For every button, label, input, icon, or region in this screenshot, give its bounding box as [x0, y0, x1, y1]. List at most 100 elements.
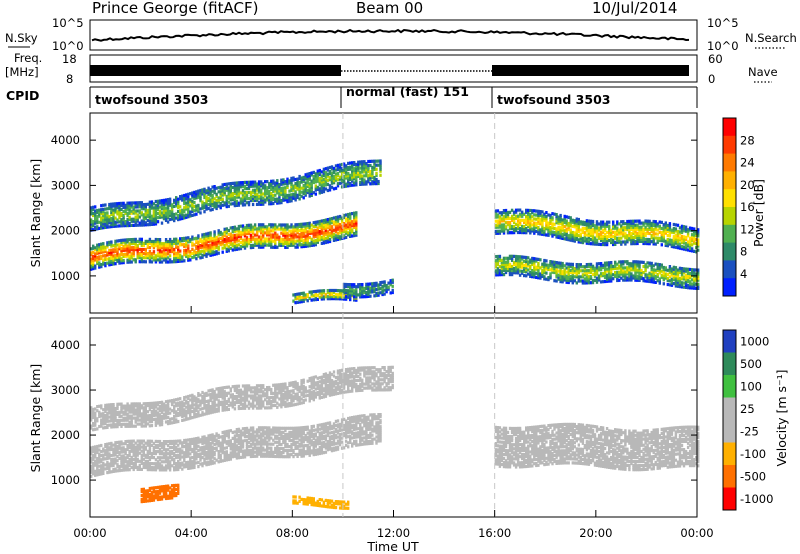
data-cell	[498, 219, 502, 223]
data-cell	[243, 232, 247, 236]
data-cell	[156, 466, 160, 470]
data-cell	[614, 230, 617, 234]
data-cell	[340, 162, 344, 167]
data-cell	[308, 229, 311, 234]
data-cell	[164, 456, 168, 460]
data-cell	[525, 257, 528, 262]
data-cell	[614, 240, 617, 244]
data-cell	[695, 276, 698, 280]
data-cell	[179, 197, 182, 201]
data-cell	[365, 164, 368, 168]
data-cell	[302, 228, 305, 232]
y-tick-label: 4000	[51, 133, 80, 147]
data-cell	[211, 197, 214, 201]
data-cell	[626, 276, 629, 280]
data-cell	[541, 220, 544, 224]
data-cell	[535, 221, 538, 225]
data-cell	[587, 227, 591, 231]
data-cell	[512, 224, 516, 229]
data-cell	[162, 460, 166, 464]
data-cell	[239, 201, 243, 205]
data-cell	[518, 273, 522, 277]
data-cell	[209, 247, 212, 251]
data-cell	[114, 239, 117, 243]
data-cell	[626, 234, 629, 238]
data-cell	[555, 233, 558, 237]
data-cell	[330, 227, 334, 231]
data-cell	[108, 261, 111, 265]
data-cell	[614, 270, 617, 275]
data-cell	[349, 214, 352, 218]
data-cell	[583, 271, 587, 275]
data-cell	[221, 185, 224, 189]
data-cell	[638, 219, 641, 223]
data-cell	[134, 455, 137, 459]
data-cell	[108, 456, 111, 460]
data-cell	[193, 255, 196, 259]
data-cell	[585, 281, 589, 285]
data-cell	[359, 293, 362, 297]
data-cell	[351, 291, 354, 295]
data-cell	[179, 239, 182, 243]
data-cell	[318, 187, 321, 191]
data-cell	[344, 227, 348, 231]
data-cell	[695, 233, 698, 238]
data-cell	[537, 228, 540, 232]
data-cell	[695, 246, 698, 250]
data-cell	[347, 231, 350, 235]
data-cell	[193, 243, 196, 247]
data-cell	[575, 231, 578, 235]
data-cell	[308, 172, 311, 176]
data-cell	[146, 441, 150, 445]
data-cell	[128, 453, 131, 458]
data-cell	[336, 172, 340, 176]
data-cell	[318, 291, 321, 295]
data-cell	[257, 237, 261, 241]
data-cell	[666, 244, 669, 248]
data-cell	[239, 240, 243, 245]
data-cell	[173, 458, 176, 462]
data-cell	[231, 226, 234, 230]
data-cell	[290, 199, 293, 203]
data-cell	[197, 205, 200, 209]
data-cell	[595, 240, 599, 244]
data-cell	[104, 457, 107, 461]
data-cell	[585, 225, 589, 229]
data-cell	[223, 244, 226, 248]
data-cell	[272, 239, 275, 243]
data-cell	[114, 447, 117, 451]
data-cell	[328, 186, 332, 190]
data-cell	[496, 259, 500, 263]
data-cell	[510, 256, 514, 260]
data-cell	[217, 239, 220, 243]
data-cell	[106, 221, 109, 225]
data-cell	[140, 237, 143, 241]
data-cell	[601, 242, 605, 247]
data-cell	[379, 291, 382, 295]
data-cell	[361, 287, 364, 291]
data-cell	[614, 260, 617, 264]
data-cell	[213, 236, 216, 240]
data-cell	[118, 210, 121, 214]
data-cell	[308, 221, 311, 225]
data-cell	[189, 250, 192, 254]
data-cell	[646, 279, 649, 283]
data-cell	[306, 222, 309, 226]
data-cell	[168, 201, 172, 205]
data-cell	[116, 465, 119, 469]
data-cell	[634, 264, 637, 268]
data-cell	[140, 247, 143, 252]
data-cell	[221, 193, 224, 197]
data-cell	[688, 246, 692, 251]
data-cell	[363, 164, 366, 168]
data-cell	[504, 225, 508, 229]
data-cell	[94, 264, 97, 268]
data-cell	[646, 265, 649, 269]
data-cell	[245, 244, 249, 248]
data-cell	[191, 191, 194, 195]
data-cell	[510, 258, 514, 262]
data-cell	[367, 168, 370, 172]
data-cell	[632, 274, 635, 278]
data-cell	[630, 219, 633, 223]
data-cell	[603, 269, 607, 273]
